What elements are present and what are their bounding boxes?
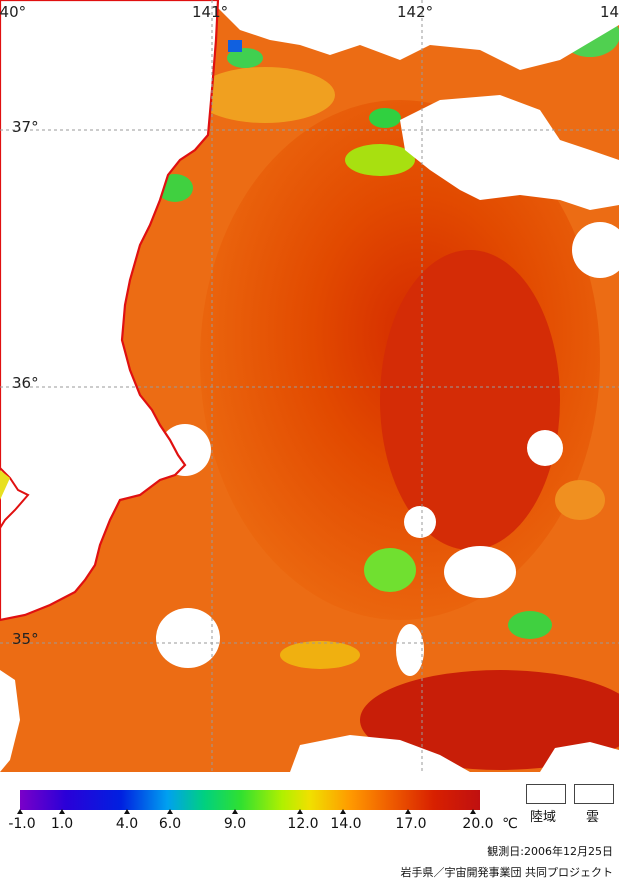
warm-band-east <box>380 250 560 550</box>
latitude-label: 35° <box>12 630 39 648</box>
cool-patch <box>369 108 401 128</box>
colorbar-tick <box>124 809 130 814</box>
longitude-label: 143° <box>600 3 619 21</box>
legend-land-label: 陸域 <box>530 810 557 825</box>
colorbar-unit: ℃ <box>502 816 518 832</box>
colorbar-tick <box>340 809 346 814</box>
longitude-label: 140° <box>0 3 27 21</box>
observation-date: 観測日:2006年12月25日 <box>487 845 613 858</box>
sst-map <box>0 0 619 772</box>
cloud-region <box>210 0 619 70</box>
colorbar-tick-label: 4.0 <box>115 816 139 832</box>
cool-patch <box>280 641 360 669</box>
latitude-label: 36° <box>12 374 39 392</box>
cloud-region <box>396 624 424 676</box>
legend-land-swatch <box>526 784 566 804</box>
colorbar-tick-label: 17.0 <box>395 816 427 832</box>
legend-cloud-swatch <box>574 784 614 804</box>
colorbar-tick-label: 9.0 <box>223 816 247 832</box>
cool-patch <box>345 144 415 176</box>
temperature-colorbar <box>20 790 480 810</box>
cloud-region <box>156 608 220 668</box>
colorbar-tick-label: 1.0 <box>50 816 74 832</box>
colorbar-tick <box>405 809 411 814</box>
warm-band-south <box>360 670 619 770</box>
cloud-region <box>404 506 436 538</box>
cloud-region <box>527 430 563 466</box>
cloud-region <box>0 670 20 772</box>
colorbar-tick <box>297 809 303 814</box>
cool-patch <box>195 67 335 123</box>
cool-patch <box>508 611 552 639</box>
land-honshu <box>0 0 220 622</box>
colorbar-tick <box>59 809 65 814</box>
colorbar-tick-label: 6.0 <box>158 816 182 832</box>
latitude-label: 37° <box>12 118 39 136</box>
land-oshima <box>0 470 10 500</box>
cloud-region <box>572 222 619 278</box>
cloud-region <box>400 95 619 210</box>
colorbar-tick-label: 14.0 <box>330 816 362 832</box>
cool-patch <box>227 48 263 68</box>
cloud-region <box>444 546 516 598</box>
legend-cloud-label: 雲 <box>586 810 600 825</box>
cool-patch <box>555 480 605 520</box>
colorbar-tick-label: -1.0 <box>8 816 36 832</box>
graticule <box>0 0 619 772</box>
cold-spot <box>228 40 242 52</box>
cool-patch <box>364 548 416 592</box>
longitude-label: 142° <box>397 3 434 21</box>
colorbar-tick <box>167 809 173 814</box>
credit-line: 岩手県／宇宙開発事業団 共同プロジェクト <box>400 866 614 879</box>
colorbar-tick-label: 20.0 <box>462 816 494 832</box>
cloud-region <box>290 735 470 772</box>
colorbar-tick <box>17 809 23 814</box>
longitude-label: 141° <box>192 3 229 21</box>
cloud-region <box>540 742 619 772</box>
colorbar-tick-label: 12.0 <box>287 816 319 832</box>
colorbar-tick <box>470 809 476 814</box>
colorbar-tick <box>232 809 238 814</box>
